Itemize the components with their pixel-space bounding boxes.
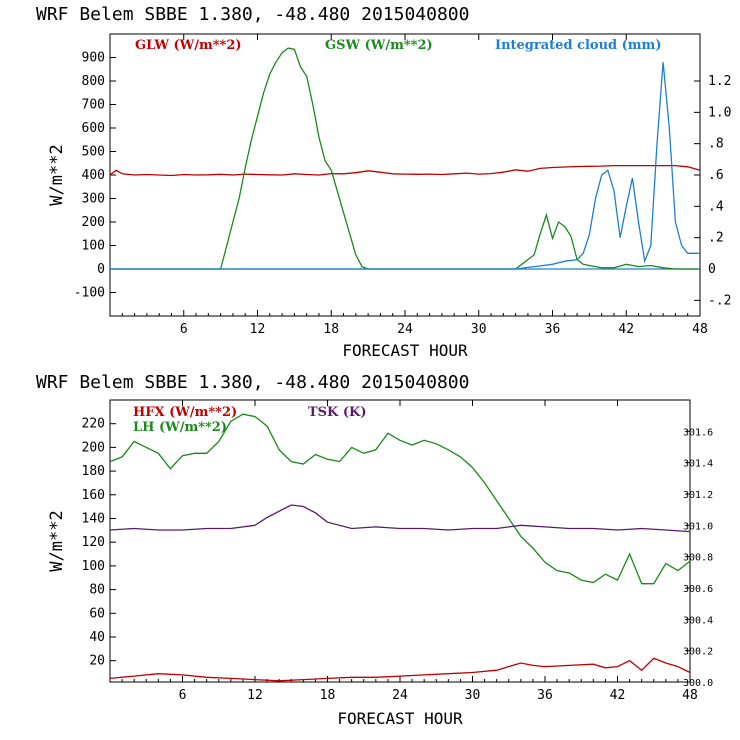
panel-2: WRF Belem SBBE 1.380, -48.480 2015040800… xyxy=(36,372,713,728)
y2-tick-label: .2 xyxy=(708,231,724,246)
series-line-1 xyxy=(109,657,691,682)
chart-title: WRF Belem SBBE 1.380, -48.480 2015040800 xyxy=(36,372,469,393)
y-tick-label: 200 xyxy=(82,215,105,230)
legend-entry-3: TSK (K) xyxy=(308,405,367,420)
y-tick-label: 100 xyxy=(82,239,105,254)
y2-tick-label: 301.2 xyxy=(683,490,713,501)
x-tick-label: 12 xyxy=(250,322,266,337)
y-axis-label: W/m**2 xyxy=(47,510,67,571)
series-line-3 xyxy=(109,504,691,533)
x-tick-label: 36 xyxy=(545,322,561,337)
y-tick-label: 40 xyxy=(89,630,105,645)
y-tick-label: 700 xyxy=(82,98,105,113)
x-tick-label: 30 xyxy=(465,688,481,703)
y-axis-label: W/m**2 xyxy=(47,144,67,205)
y-tick-label: 200 xyxy=(82,440,105,455)
y-tick-label: 300 xyxy=(82,192,105,207)
y2-tick-label: 300.0 xyxy=(683,678,713,689)
legend-entry-1: HFX (W/m**2) xyxy=(133,405,237,420)
chart-title: WRF Belem SBBE 1.380, -48.480 2015040800 xyxy=(36,4,469,25)
y-tick-label: 60 xyxy=(89,606,105,621)
x-tick-label: 30 xyxy=(471,322,487,337)
y-tick-label: 0 xyxy=(97,262,105,277)
x-tick-label: 42 xyxy=(618,322,634,337)
x-tick-label: 6 xyxy=(179,688,187,703)
y2-tick-label: 1.2 xyxy=(708,74,731,89)
x-tick-label: 12 xyxy=(247,688,263,703)
series-line-1 xyxy=(109,164,701,177)
y-tick-label: 900 xyxy=(82,51,105,66)
y2-tick-label: 300.2 xyxy=(683,647,713,658)
y2-tick-label: .6 xyxy=(708,168,724,183)
y2-tick-label: 301.4 xyxy=(683,459,713,470)
x-tick-label: 42 xyxy=(610,688,626,703)
y2-tick-label: 301.6 xyxy=(683,427,713,438)
y2-tick-label: 300.8 xyxy=(683,553,713,564)
plot-frame xyxy=(109,399,691,683)
y-tick-label: 140 xyxy=(82,511,105,526)
y-tick-label: 500 xyxy=(82,145,105,160)
series-line-2 xyxy=(110,47,700,270)
x-tick-label: 18 xyxy=(323,322,339,337)
series-line-3 xyxy=(110,62,700,270)
y-tick-label: 180 xyxy=(82,464,105,479)
y2-tick-label: -.2 xyxy=(708,293,731,308)
y2-tick-label: 301.0 xyxy=(683,521,713,532)
series-line-2 xyxy=(109,413,691,585)
y2-tick-label: 300.4 xyxy=(683,615,713,626)
y-tick-label: -100 xyxy=(74,286,105,301)
y2-tick-label: 0 xyxy=(708,262,716,277)
x-tick-label: 24 xyxy=(397,322,413,337)
y2-tick-label: 300.6 xyxy=(683,584,713,595)
y-tick-label: 160 xyxy=(82,488,105,503)
x-tick-label: 18 xyxy=(320,688,336,703)
y-tick-label: 220 xyxy=(82,417,105,432)
y-tick-label: 100 xyxy=(82,559,105,574)
legend-entry-3: Integrated cloud (mm) xyxy=(495,38,661,53)
legend-entry-2: LH (W/m**2) xyxy=(133,420,227,435)
x-tick-label: 24 xyxy=(392,688,408,703)
legend-entry-1: GLW (W/m**2) xyxy=(135,38,242,53)
x-axis-label: FORECAST HOUR xyxy=(337,709,463,728)
y-tick-label: 600 xyxy=(82,121,105,136)
y-tick-label: 800 xyxy=(82,74,105,89)
legend-entry-2: GSW (W/m**2) xyxy=(325,38,433,53)
y-tick-label: 80 xyxy=(89,583,105,598)
x-tick-label: 48 xyxy=(682,688,698,703)
x-axis-label: FORECAST HOUR xyxy=(342,341,468,360)
y2-tick-label: 1.0 xyxy=(708,105,731,120)
x-tick-label: 36 xyxy=(537,688,553,703)
x-tick-label: 6 xyxy=(180,322,188,337)
x-tick-label: 48 xyxy=(692,322,708,337)
y2-tick-label: .4 xyxy=(708,199,724,214)
y-tick-label: 120 xyxy=(82,535,105,550)
panel-1: WRF Belem SBBE 1.380, -48.480 2015040800… xyxy=(36,4,731,360)
y2-tick-label: .8 xyxy=(708,137,724,152)
y-tick-label: 400 xyxy=(82,168,105,183)
y-tick-label: 20 xyxy=(89,654,105,669)
